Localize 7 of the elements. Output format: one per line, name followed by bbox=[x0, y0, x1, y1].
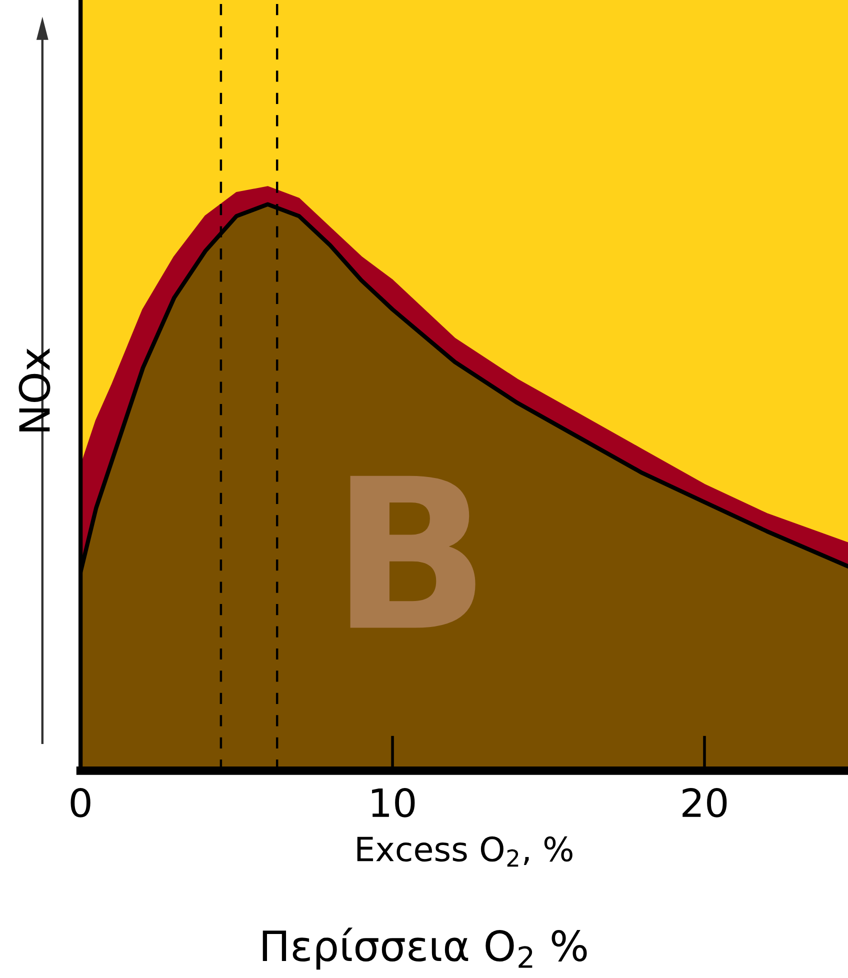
annotation: B bbox=[350, 476, 476, 628]
x-tick-label: 0 bbox=[70, 788, 90, 818]
x-tick-label: 20 bbox=[682, 788, 727, 818]
x-axis-title: Excess O$_{2}$, % bbox=[357, 836, 572, 867]
y-axis-title: NOx bbox=[18, 348, 50, 432]
x-tick-label: 10 bbox=[372, 788, 415, 818]
text: Περίσσεια O$_{2}$ % bbox=[262, 928, 587, 970]
